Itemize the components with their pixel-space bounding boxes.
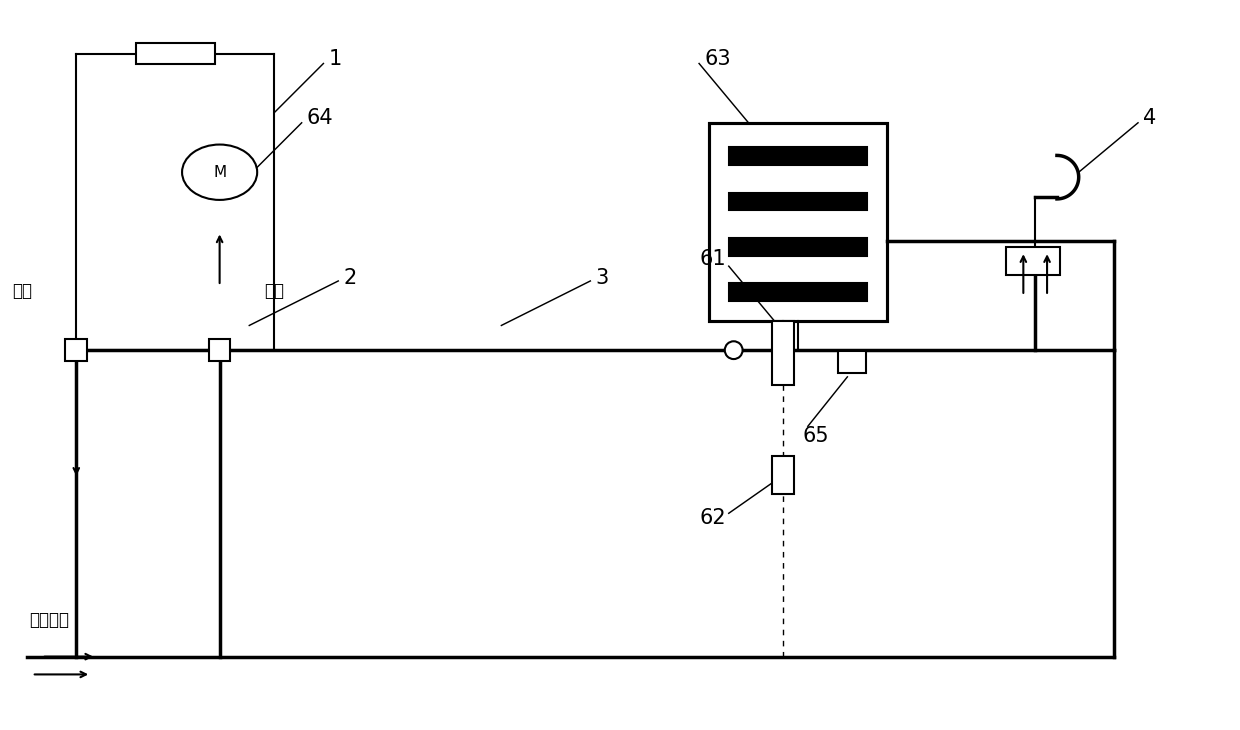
Text: 冷水进口: 冷水进口 [29, 611, 69, 629]
Text: 4: 4 [1143, 108, 1156, 128]
Bar [208, 339, 231, 361]
Ellipse shape [182, 145, 257, 200]
Text: 冷水: 冷水 [264, 282, 284, 300]
Text: 2: 2 [343, 268, 356, 288]
Bar [66, 339, 87, 361]
Bar [709, 123, 887, 320]
Text: 热水: 热水 [12, 282, 32, 300]
Bar [1006, 247, 1060, 275]
Bar [838, 351, 867, 373]
Bar [729, 193, 867, 210]
Text: 61: 61 [699, 249, 725, 269]
Text: 3: 3 [595, 268, 609, 288]
Text: 1: 1 [329, 48, 341, 69]
Text: 64: 64 [306, 108, 334, 128]
Bar [729, 283, 867, 301]
Bar [773, 456, 794, 493]
Bar [729, 147, 867, 165]
Text: 62: 62 [699, 508, 725, 529]
Bar [729, 238, 867, 256]
Bar [135, 43, 215, 64]
Circle shape [725, 341, 743, 359]
Text: 63: 63 [704, 48, 730, 69]
Text: 65: 65 [802, 426, 830, 446]
Text: M: M [213, 165, 226, 180]
Bar [773, 320, 794, 385]
